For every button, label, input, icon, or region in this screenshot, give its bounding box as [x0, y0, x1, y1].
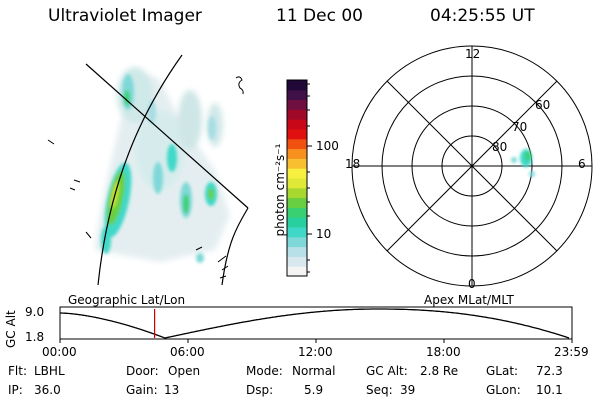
geographic-panel-label: Geographic Lat/Lon [68, 293, 186, 307]
ip-value: 36.0 [34, 383, 61, 397]
auroral-emission-structures [101, 74, 217, 263]
dsp-value: 5.9 [304, 383, 324, 397]
colorbar-segment [287, 119, 307, 130]
colorbar-tick-10: 10 [316, 227, 332, 241]
mlt-label-0: 0 [468, 277, 476, 291]
ip-label: IP: [8, 383, 23, 397]
glon-label: GLon: [486, 383, 521, 397]
glat-value: 72.3 [536, 364, 563, 378]
altitude-tick-min: 1.8 [25, 330, 45, 344]
colorbar-segment [287, 266, 307, 277]
colorbar-segment [287, 227, 307, 238]
colorbar-segment [287, 80, 307, 91]
colorbar-segment [287, 178, 307, 189]
colorbar-segment [287, 89, 307, 101]
time-tick-1200: 12:00 [298, 345, 333, 359]
colorbar-segment [287, 148, 307, 159]
altitude-tick-max: 9.0 [25, 305, 45, 319]
colorbar-segment [287, 236, 307, 248]
polar-emission [511, 149, 535, 177]
gain-value: 13 [164, 383, 180, 397]
glat-label: GLat: [486, 364, 519, 378]
polar-meridians [352, 46, 592, 286]
instrument-title: Ultraviolet Imager [48, 6, 202, 26]
colorbar-segment [287, 207, 307, 218]
mlat-label-60: 60 [535, 98, 551, 112]
observation-date: 11 Dec 00 [276, 6, 363, 26]
colorbar-segment [287, 256, 307, 267]
glon-value: 10.1 [536, 383, 563, 397]
altitude-curve [60, 308, 570, 339]
time-tick-0000: 00:00 [42, 345, 77, 359]
altitude-x-ticks [59, 339, 573, 343]
colorbar-segment [287, 109, 307, 120]
mode-label: Mode: [246, 364, 283, 378]
mlat-label-80: 80 [492, 140, 508, 154]
seq-label: Seq: [366, 383, 393, 397]
colorbar-segment [287, 217, 307, 228]
door-label: Door: [126, 364, 159, 378]
mlat-label-70: 70 [512, 120, 528, 134]
gc-alt-value: 2.8 Re [420, 364, 459, 378]
geographic-grid-lines [85, 54, 249, 286]
gc-alt-label: GC Alt: [366, 364, 408, 378]
time-tick-0600: 06:00 [170, 345, 205, 359]
colorbar-segment [287, 197, 307, 208]
colorbar-segment [287, 129, 307, 140]
colorbar-segment [287, 138, 307, 150]
mlt-label-6: 6 [578, 157, 586, 171]
dsp-label: Dsp: [246, 383, 274, 397]
gain-label: Gain: [126, 383, 158, 397]
colorbar-tick-100: 100 [316, 139, 339, 153]
colorbar-segment [287, 168, 307, 179]
colorbar-segment [287, 246, 307, 257]
mlt-label-12: 12 [465, 47, 481, 61]
door-value: Open [168, 364, 201, 378]
mlt-label-18: 18 [345, 157, 361, 171]
seq-value: 39 [400, 383, 416, 397]
coastline-fragments [47, 76, 244, 279]
time-tick-1800: 18:00 [426, 345, 461, 359]
mode-value: Normal [292, 364, 336, 378]
colorbar-segment [287, 99, 307, 110]
apex-panel-label: Apex MLat/MLT [424, 293, 514, 307]
colorbar-segment [287, 158, 307, 169]
altitude-axis-label: GC Alt [4, 310, 18, 348]
time-tick-2359: 23:59 [554, 345, 589, 359]
colorbar-gradient [287, 80, 307, 277]
colorbar-segment [287, 187, 307, 199]
flt-label: Flt: [8, 364, 27, 378]
observation-time: 04:25:55 UT [430, 6, 535, 26]
flt-value: LBHL [34, 364, 65, 378]
